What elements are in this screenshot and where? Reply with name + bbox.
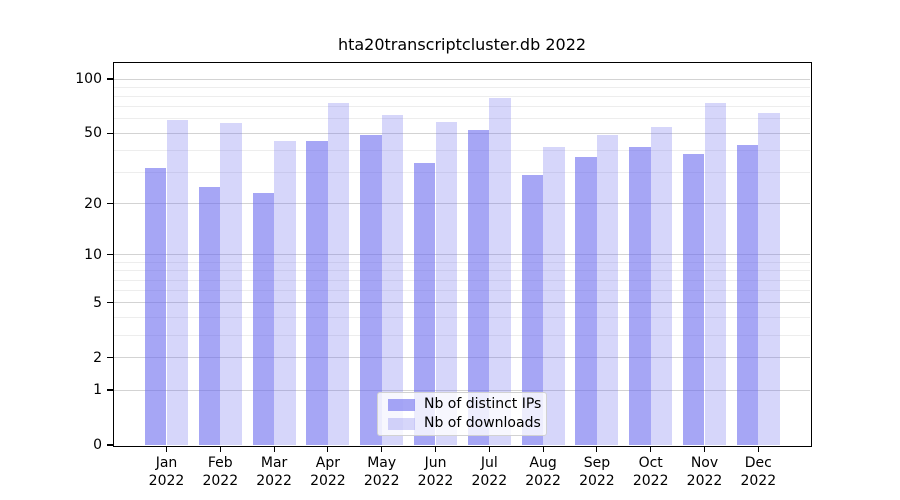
x-tick xyxy=(219,446,221,452)
minor-gridline xyxy=(114,290,810,292)
y-tick-label: 2 xyxy=(93,349,102,366)
y-tick-label: 5 xyxy=(93,294,102,311)
x-tick xyxy=(596,446,598,452)
bar-downloads-dec xyxy=(758,112,780,445)
major-gridline xyxy=(114,78,810,80)
bar-distinct-ips-jul xyxy=(467,130,490,445)
legend-distinct-ips-swatch xyxy=(388,398,415,411)
minor-gridline xyxy=(114,86,810,88)
bar-downloads-nov xyxy=(704,102,727,445)
bar-distinct-ips-feb xyxy=(198,186,221,445)
y-tick-label: 50 xyxy=(84,125,102,142)
bar-distinct-ips-dec xyxy=(736,144,759,445)
legend-downloads-label: Nb of downloads xyxy=(424,415,541,431)
bar-distinct-ips-sep xyxy=(575,156,597,445)
y-tick xyxy=(107,444,114,446)
minor-gridline xyxy=(114,334,810,336)
major-gridline xyxy=(114,389,810,391)
x-tick-label: Oct 2022 xyxy=(632,455,669,489)
minor-gridline xyxy=(114,106,810,108)
x-tick-label: Nov 2022 xyxy=(686,455,723,489)
bar-downloads-jul xyxy=(489,98,511,445)
minor-gridline xyxy=(114,150,810,151)
x-tick xyxy=(165,446,168,452)
minor-gridline xyxy=(114,270,810,272)
bar-distinct-ips-mar xyxy=(252,192,275,445)
y-tick xyxy=(107,202,114,205)
bar-downloads-aug xyxy=(543,146,565,445)
x-tick-label: Sep 2022 xyxy=(579,455,615,489)
y-tick-label: 100 xyxy=(75,71,102,87)
x-tick-label: Mar 2022 xyxy=(256,455,292,489)
x-tick-label: Apr 2022 xyxy=(310,455,346,489)
minor-gridline xyxy=(114,96,810,97)
bar-downloads-jan xyxy=(166,120,189,445)
y-tick-label: 1 xyxy=(93,382,102,399)
y-tick xyxy=(107,302,114,304)
legend-row-distinct-ips: Nb of distinct IPs xyxy=(388,397,546,412)
legend-downloads-swatch xyxy=(388,417,415,430)
bar-downloads-oct xyxy=(650,127,673,445)
x-tick xyxy=(542,446,544,452)
bar-distinct-ips-aug xyxy=(521,175,544,445)
bar-distinct-ips-jan xyxy=(144,167,167,445)
major-gridline xyxy=(114,254,810,256)
y-tick xyxy=(107,254,114,256)
x-tick xyxy=(650,446,652,452)
minor-gridline xyxy=(114,261,810,263)
chart-title: hta20transcriptcluster.db 2022 xyxy=(337,35,587,54)
x-tick xyxy=(434,446,437,452)
x-tick xyxy=(488,446,490,452)
minor-gridline xyxy=(114,279,810,281)
x-tick xyxy=(273,446,275,452)
legend-row-downloads: Nb of downloads xyxy=(388,416,546,431)
legend: Nb of distinct IPs Nb of downloads xyxy=(377,392,547,436)
major-gridline xyxy=(114,302,810,304)
x-tick-label: Jul 2022 xyxy=(471,455,508,489)
minor-gridline xyxy=(114,172,810,174)
bar-downloads-apr xyxy=(327,102,350,445)
y-tick xyxy=(107,78,114,80)
bar-downloads-jun xyxy=(435,121,458,445)
bar-downloads-feb xyxy=(220,122,242,445)
major-gridline xyxy=(114,203,810,205)
minor-gridline xyxy=(114,118,810,120)
y-tick-label: 0 xyxy=(93,437,102,453)
legend-distinct-ips-label: Nb of distinct IPs xyxy=(424,396,542,412)
minor-gridline xyxy=(114,316,810,318)
x-tick-label: Aug 2022 xyxy=(525,455,561,489)
x-tick xyxy=(703,446,706,452)
major-gridline xyxy=(114,357,810,359)
x-tick xyxy=(757,446,759,452)
x-tick-label: Jun 2022 xyxy=(417,455,454,489)
bar-downloads-may xyxy=(381,115,404,445)
major-gridline xyxy=(114,132,810,134)
x-tick-label: May 2022 xyxy=(363,455,400,489)
bar-distinct-ips-oct xyxy=(629,146,651,445)
bar-distinct-ips-nov xyxy=(682,154,705,445)
bar-downloads-sep xyxy=(596,134,619,445)
y-tick xyxy=(107,389,114,391)
y-tick xyxy=(107,132,114,134)
y-tick xyxy=(107,357,114,359)
y-tick-label: 20 xyxy=(84,195,102,212)
x-tick xyxy=(327,446,329,452)
x-tick-label: Feb 2022 xyxy=(202,455,239,489)
bar-downloads-mar xyxy=(274,141,296,445)
x-tick-label: Dec 2022 xyxy=(740,455,777,489)
bar-distinct-ips-apr xyxy=(306,141,328,445)
bar-distinct-ips-may xyxy=(360,134,382,445)
x-tick-label: Jan 2022 xyxy=(148,455,185,489)
y-tick-label: 10 xyxy=(84,246,102,263)
x-tick xyxy=(381,446,383,452)
bar-distinct-ips-jun xyxy=(413,163,436,445)
